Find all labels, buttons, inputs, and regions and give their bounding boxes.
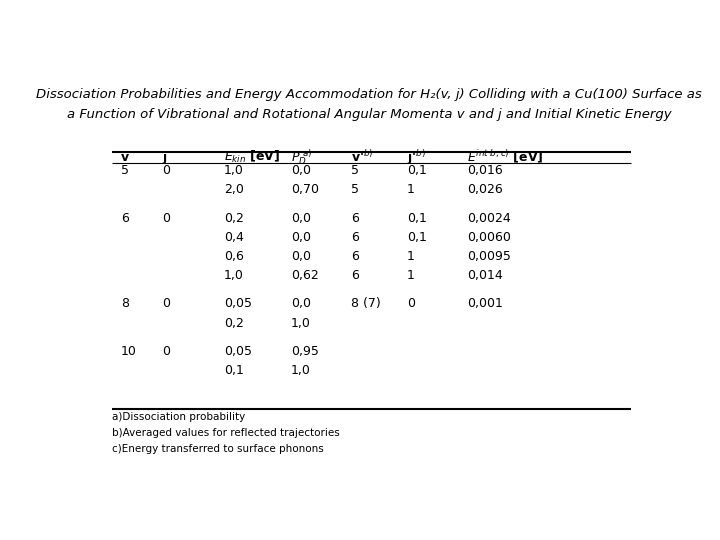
Text: 5: 5 (351, 164, 359, 177)
Text: Dissociation Probabilities and Energy Accommodation for H₂(v, j) Colliding with : Dissociation Probabilities and Energy Ac… (36, 87, 702, 100)
Text: 0,0: 0,0 (291, 164, 311, 177)
Text: 6: 6 (351, 250, 359, 263)
Text: 1,0: 1,0 (291, 316, 311, 329)
Text: 0,026: 0,026 (467, 184, 503, 197)
Text: 1,0: 1,0 (291, 364, 311, 377)
Text: 0,1: 0,1 (407, 164, 427, 177)
Text: 5: 5 (351, 184, 359, 197)
Text: 0,001: 0,001 (467, 298, 503, 310)
Text: a Function of Vibrational and Rotational Angular Momenta v and j and Initial Kin: a Function of Vibrational and Rotational… (67, 109, 671, 122)
Text: 1,0: 1,0 (224, 269, 244, 282)
Text: 1: 1 (407, 250, 415, 263)
Text: v'$^{b)}$: v'$^{b)}$ (351, 149, 374, 165)
Text: 10: 10 (121, 345, 137, 358)
Text: j'$^{b)}$: j'$^{b)}$ (407, 147, 426, 166)
Text: 0: 0 (163, 212, 171, 225)
Text: 0: 0 (407, 298, 415, 310)
Text: 0,05: 0,05 (224, 345, 252, 358)
Text: 0,0: 0,0 (291, 298, 311, 310)
Text: 6: 6 (351, 269, 359, 282)
Text: 0,014: 0,014 (467, 269, 503, 282)
Text: 0,0: 0,0 (291, 212, 311, 225)
Text: 0,0: 0,0 (291, 250, 311, 263)
Text: 0,70: 0,70 (291, 184, 319, 197)
Text: $E_{kin}$ [eV]: $E_{kin}$ [eV] (224, 149, 280, 165)
Text: 0,1: 0,1 (407, 231, 427, 244)
Text: c)Energy transferred to surface phonons: c)Energy transferred to surface phonons (112, 443, 324, 454)
Text: 0,1: 0,1 (407, 212, 427, 225)
Text: 0,0095: 0,0095 (467, 250, 510, 263)
Text: 0,4: 0,4 (224, 231, 244, 244)
Text: 0,2: 0,2 (224, 316, 244, 329)
Text: 0,0060: 0,0060 (467, 231, 510, 244)
Text: 0,1: 0,1 (224, 364, 244, 377)
Text: j: j (163, 151, 166, 164)
Text: 1: 1 (407, 184, 415, 197)
Text: 1: 1 (407, 269, 415, 282)
Text: b)Averaged values for reflected trajectories: b)Averaged values for reflected trajecto… (112, 428, 340, 438)
Text: $P_{D}^{\ a)}$: $P_{D}^{\ a)}$ (291, 147, 312, 167)
Text: 0,62: 0,62 (291, 269, 319, 282)
Text: 0,0: 0,0 (291, 231, 311, 244)
Text: 0,05: 0,05 (224, 298, 252, 310)
Text: 0,016: 0,016 (467, 164, 503, 177)
Text: 0,2: 0,2 (224, 212, 244, 225)
Text: 0,0024: 0,0024 (467, 212, 510, 225)
Text: 8 (7): 8 (7) (351, 298, 381, 310)
Text: 6: 6 (351, 231, 359, 244)
Text: $E^{int\ b,c)}$ [eV]: $E^{int\ b,c)}$ [eV] (467, 148, 543, 166)
Text: 0: 0 (163, 298, 171, 310)
Text: 0: 0 (163, 164, 171, 177)
Text: 0,95: 0,95 (291, 345, 319, 358)
Text: a)Dissociation probability: a)Dissociation probability (112, 412, 246, 422)
Text: 2,0: 2,0 (224, 184, 244, 197)
Text: 0: 0 (163, 345, 171, 358)
Text: 6: 6 (121, 212, 129, 225)
Text: 6: 6 (351, 212, 359, 225)
Text: v: v (121, 151, 129, 164)
Text: 5: 5 (121, 164, 129, 177)
Text: 1,0: 1,0 (224, 164, 244, 177)
Text: 0,6: 0,6 (224, 250, 244, 263)
Text: 8: 8 (121, 298, 129, 310)
